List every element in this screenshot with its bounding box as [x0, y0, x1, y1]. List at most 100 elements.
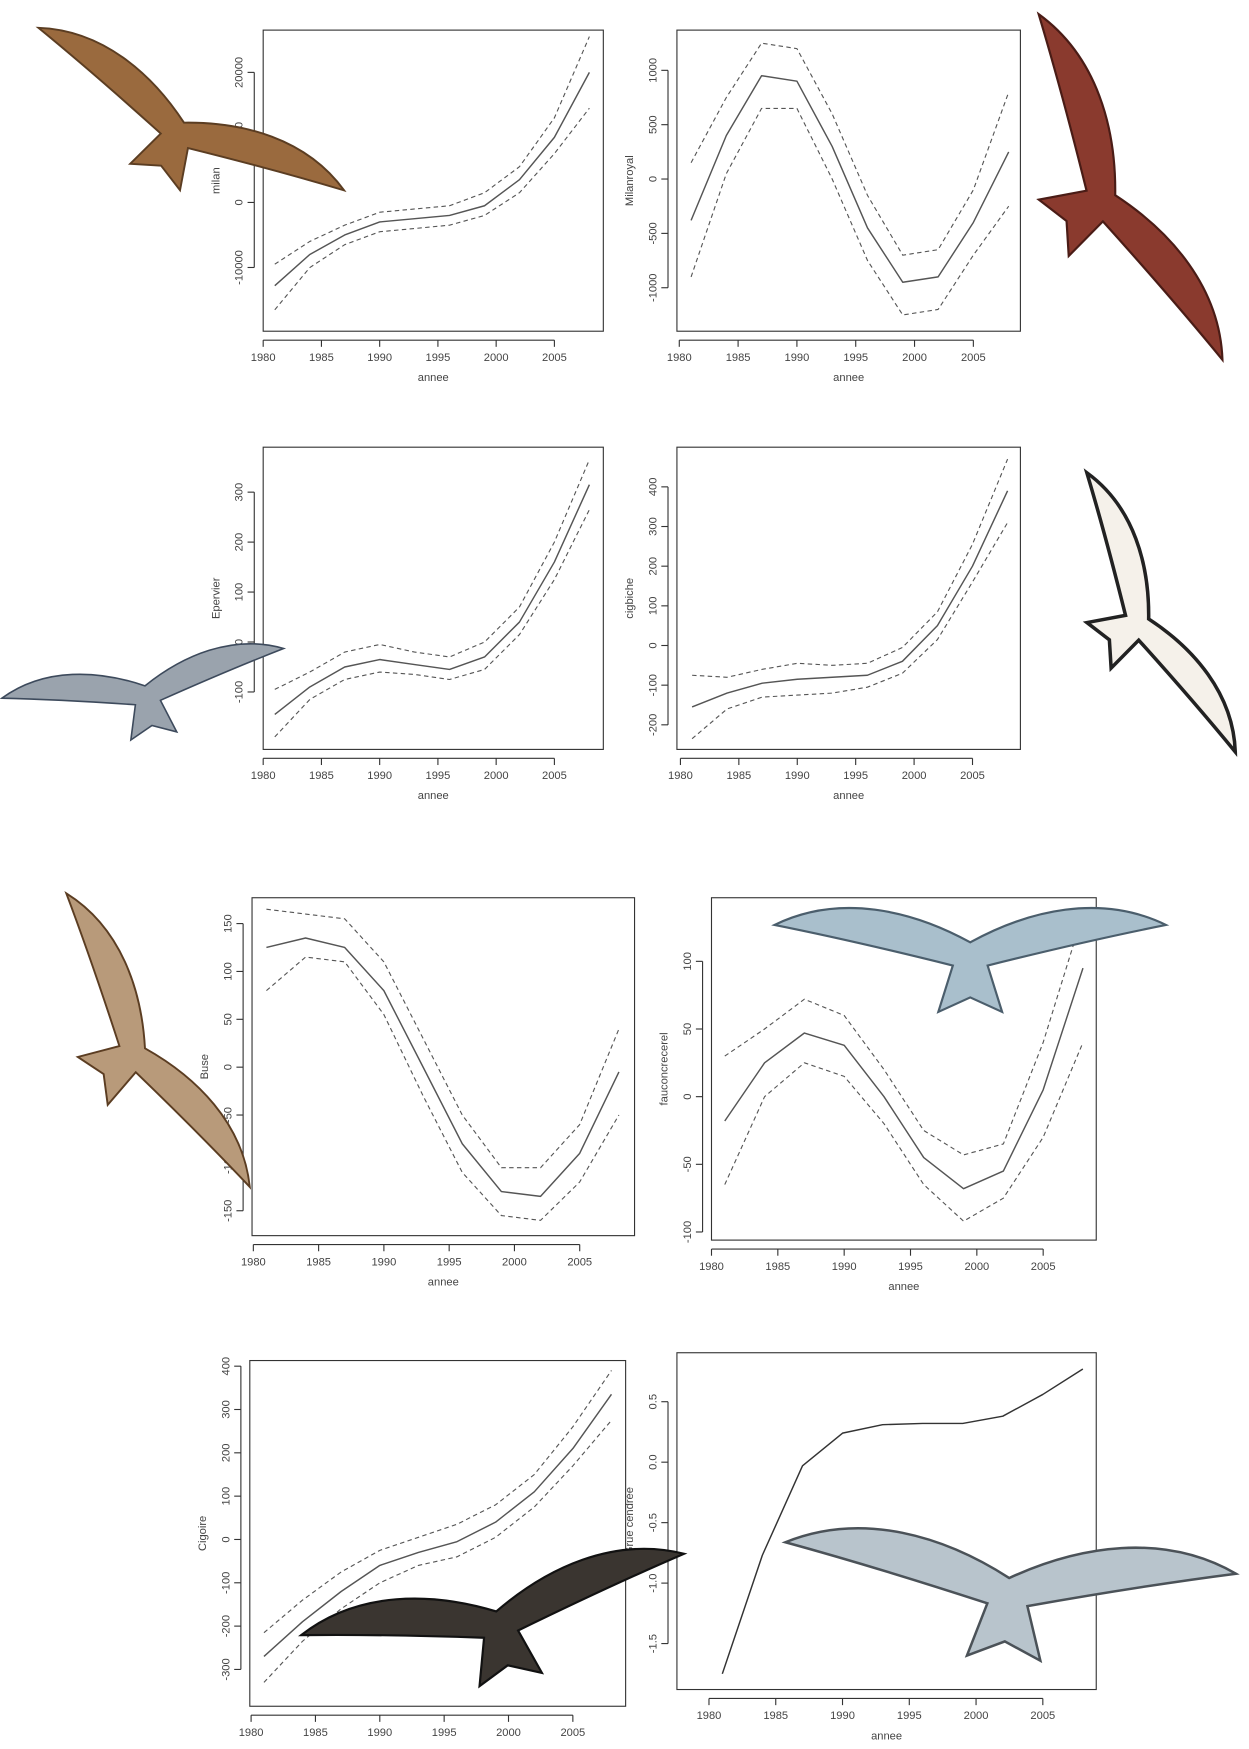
x-axis-label: annee: [418, 790, 449, 802]
y-tick-label: -50: [682, 1156, 694, 1172]
x-tick-label: 1990: [367, 352, 392, 364]
y-tick-label: -10000: [234, 250, 246, 285]
y-tick-label: 1000: [647, 58, 659, 83]
y-tick-label: -500: [647, 222, 659, 244]
x-tick-label: 1995: [432, 1727, 457, 1739]
y-tick-label: 400: [220, 1357, 232, 1376]
x-tick-label: 1980: [251, 352, 276, 364]
x-tick-label: 2005: [1031, 1261, 1056, 1273]
bird-illustration: [1025, 466, 1248, 785]
plot-frame: [252, 898, 635, 1236]
illustrations: [0, 6, 1247, 1720]
y-axis-label: Grue cendrée: [624, 1487, 636, 1555]
x-tick-label: 1980: [697, 1710, 722, 1722]
x-tick-label: 2000: [964, 1261, 989, 1273]
y-axis-label: cigbiche: [624, 578, 636, 619]
x-tick-label: 2000: [484, 770, 509, 782]
series-line: [275, 510, 590, 737]
x-tick-label: 1980: [668, 770, 693, 782]
y-tick-label: -100: [234, 681, 246, 703]
y-tick-label: 20000: [234, 57, 246, 88]
y-tick-label: -300: [220, 1658, 232, 1680]
y-tick-label: 400: [647, 478, 659, 497]
y-tick-label: 300: [647, 517, 659, 536]
y-tick-label: 0: [682, 1094, 694, 1100]
x-tick-label: 1990: [830, 1710, 855, 1722]
series-line: [691, 43, 1009, 255]
y-tick-label: 100: [647, 597, 659, 616]
y-tick-label: -0.5: [647, 1513, 659, 1532]
y-tick-label: 0: [647, 176, 659, 182]
y-tick-label: 50: [223, 1013, 235, 1025]
bird-illustration: [0, 636, 295, 760]
y-tick-label: 0: [223, 1064, 235, 1070]
x-tick-label: 2005: [961, 352, 986, 364]
series-line: [692, 523, 1007, 739]
y-axis-label: milan: [210, 167, 222, 194]
x-tick-label: 1990: [785, 352, 810, 364]
x-tick-label: 1985: [765, 1261, 790, 1273]
x-tick-label: 2005: [1030, 1710, 1055, 1722]
series-line: [275, 460, 590, 690]
x-axis-label: annee: [428, 1276, 459, 1288]
y-tick-label: 300: [220, 1400, 232, 1419]
y-tick-label: 100: [223, 962, 235, 981]
bird-illustration: [298, 1537, 702, 1720]
chart: 198019851990199520002005-150-100-5005010…: [199, 898, 634, 1289]
x-tick-label: 1995: [843, 770, 868, 782]
x-tick-label: 1990: [367, 770, 392, 782]
plot-frame: [250, 1361, 626, 1707]
y-tick-label: -100: [682, 1221, 694, 1243]
x-axis-label: annee: [888, 1281, 919, 1293]
x-tick-label: 2005: [542, 352, 567, 364]
x-tick-label: 2005: [560, 1727, 585, 1739]
y-tick-label: 500: [647, 115, 659, 134]
bird-illustration: [962, 6, 1238, 400]
y-tick-label: -1.5: [647, 1634, 659, 1653]
x-tick-label: 1985: [309, 770, 334, 782]
y-tick-label: -1.0: [647, 1574, 659, 1593]
x-tick-label: 2005: [567, 1256, 592, 1268]
x-tick-label: 1995: [843, 352, 868, 364]
x-tick-label: 1990: [371, 1256, 396, 1268]
y-tick-label: -200: [220, 1615, 232, 1637]
x-axis-label: annee: [418, 372, 449, 384]
y-tick-label: 200: [220, 1444, 232, 1463]
bird-illustration: [775, 908, 1166, 1012]
x-tick-label: 2005: [960, 770, 985, 782]
y-tick-label: 100: [220, 1487, 232, 1506]
y-tick-label: 0: [647, 642, 659, 648]
bird-illustration: [778, 1523, 1237, 1674]
y-tick-label: -1000: [647, 273, 659, 302]
y-tick-label: 0.5: [647, 1394, 659, 1410]
x-axis-label: annee: [833, 790, 864, 802]
x-tick-label: 1980: [251, 770, 276, 782]
series-line: [266, 909, 619, 1168]
y-tick-label: -100: [647, 674, 659, 696]
series-line: [266, 938, 619, 1196]
x-tick-label: 2000: [902, 770, 927, 782]
x-axis-label: annee: [833, 372, 864, 384]
x-tick-label: 1995: [437, 1256, 462, 1268]
x-tick-label: 1980: [239, 1727, 264, 1739]
x-tick-label: 1980: [241, 1256, 266, 1268]
x-tick-label: 1985: [763, 1710, 788, 1722]
x-tick-label: 1990: [832, 1261, 857, 1273]
x-axis-label: annee: [871, 1730, 902, 1742]
x-tick-label: 1995: [426, 770, 451, 782]
y-tick-label: 0: [220, 1536, 232, 1542]
y-tick-label: 50: [682, 1023, 694, 1035]
y-tick-label: 300: [234, 483, 246, 502]
x-tick-label: 2000: [502, 1256, 527, 1268]
y-tick-label: 100: [682, 952, 694, 971]
x-tick-label: 1980: [667, 352, 692, 364]
y-axis-label: Buse: [199, 1054, 211, 1079]
x-tick-label: 2000: [496, 1727, 521, 1739]
series-line: [692, 459, 1007, 677]
y-axis-label: fauconcrecerel: [659, 1032, 671, 1105]
y-axis-label: Epervier: [210, 577, 222, 619]
series-line: [275, 37, 590, 265]
y-tick-label: 0: [234, 199, 246, 205]
